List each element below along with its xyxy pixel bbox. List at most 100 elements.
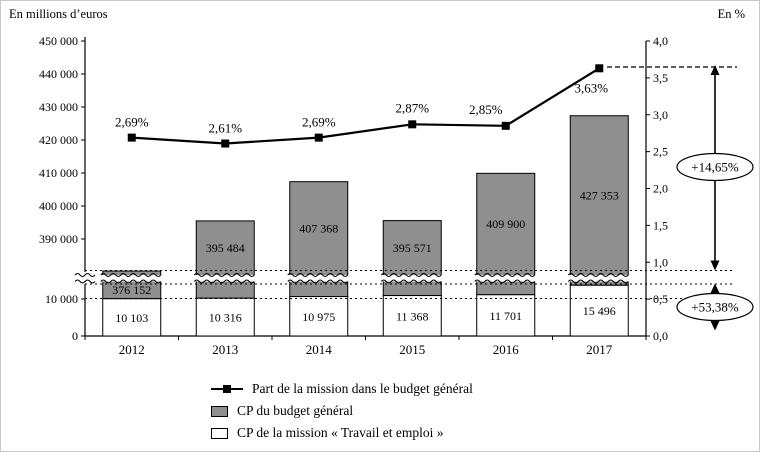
square-marker-icon [223,385,231,393]
white-swatch-icon [211,427,228,439]
line-marker [501,121,510,130]
bar-column: 376 152 10 103 [100,270,163,337]
svg-text:440 000: 440 000 [39,67,78,81]
svg-text:15 496: 15 496 [583,304,616,318]
svg-text:2,85%: 2,85% [469,102,503,117]
svg-text:10 103: 10 103 [115,311,148,325]
bar-column: 409 900 11 701 [474,172,537,337]
break-wave [193,279,255,284]
axes: 450 000 440 000 430 000 420 000 410 000 400 0… [39,34,668,357]
break-wave [567,279,629,284]
svg-text:3,63%: 3,63% [574,80,608,95]
svg-text:2013: 2013 [212,342,238,357]
svg-text:10 316: 10 316 [209,311,242,325]
axis-break-wave [74,279,96,284]
svg-text:2,0: 2,0 [653,182,668,196]
line-marker [595,64,604,73]
svg-text:0,5: 0,5 [653,292,668,306]
svg-text:2,69%: 2,69% [115,115,149,130]
svg-text:11 368: 11 368 [396,309,429,323]
axis-break-wave [74,273,96,277]
break-wave [567,273,629,277]
svg-text:0,0: 0,0 [653,329,668,343]
bar-column: 395 571 11 368 [380,220,444,337]
legend-item-line: Part de la mission dans le budget généra… [211,378,473,400]
axis-break-band [287,275,350,282]
reference-lines [85,270,735,299]
break-wave [474,273,536,277]
mission-growth-oval [676,292,754,322]
legend-label: Part de la mission dans le budget généra… [252,381,473,396]
break-wave [380,279,442,284]
legend-label: CP de la mission « Travail et emploi » [237,425,444,440]
svg-text:+14,65%: +14,65% [691,160,739,175]
break-wave [287,273,349,277]
svg-text:400 000: 400 000 [39,199,78,213]
break-wave [193,273,255,277]
bar-mission [569,284,629,337]
svg-text:395 484: 395 484 [206,241,245,255]
legend-item-mission: CP de la mission « Travail et emploi » [211,422,473,444]
svg-text:2012: 2012 [119,342,145,357]
svg-text:2015: 2015 [399,342,425,357]
axis-break-band [100,275,163,282]
line-marker [221,139,230,148]
right-axis-title: En % [717,7,745,21]
arrowhead-up-icon [710,283,720,293]
legend: Part de la mission dans le budget généra… [211,378,473,444]
svg-text:0: 0 [72,329,78,343]
legend-label: CP du budget général [237,403,354,418]
svg-text:376 152: 376 152 [112,283,151,297]
bar-mission [476,294,536,337]
svg-text:1,5: 1,5 [653,218,668,232]
bar-mission [102,298,162,337]
axis-break-band [194,275,257,282]
axis-break-band [568,275,631,282]
svg-text:2,87%: 2,87% [395,100,429,115]
break-wave [100,279,162,284]
svg-text:10 975: 10 975 [302,310,335,324]
line-marker-icon [211,385,243,393]
gray-swatch-icon [211,405,228,417]
svg-text:3,5: 3,5 [653,71,668,85]
break-wave [100,273,162,277]
svg-text:1,0: 1,0 [653,255,668,269]
svg-text:390 000: 390 000 [39,232,78,246]
bar-mission [382,295,442,337]
svg-text:430 000: 430 000 [39,100,78,114]
arrowhead-down-icon [710,260,720,271]
svg-text:10 000: 10 000 [45,292,78,306]
arrowhead-down-icon [710,321,720,331]
line-marker [127,133,136,142]
axis-break-band [474,275,537,282]
svg-text:450 000: 450 000 [39,34,78,48]
svg-text:420 000: 420 000 [39,133,78,147]
svg-text:2,61%: 2,61% [208,121,242,136]
svg-text:2014: 2014 [306,342,333,357]
axis-break-band [381,275,444,282]
svg-text:410 000: 410 000 [39,166,78,180]
bar-budget-general [569,115,629,286]
svg-text:2,69%: 2,69% [302,115,336,130]
svg-text:395 571: 395 571 [393,241,432,255]
svg-text:2016: 2016 [493,342,520,357]
line-series: 2,69% 2,61% 2,69% 2,87% 2,85% 3,63% [115,64,608,148]
left-axis-title: En millions d’euros [9,7,108,21]
break-wave [474,279,536,284]
svg-text:407 368: 407 368 [299,221,338,235]
bar-column: 427 353 15 496 [567,115,631,337]
svg-text:427 353: 427 353 [580,188,619,202]
share-line [131,67,600,145]
svg-text:2,5: 2,5 [653,145,668,159]
svg-text:11 701: 11 701 [489,309,522,323]
line-marker [314,133,323,142]
bars: 376 152 10 103 395 484 10 316 407 368 10 975 3… [74,115,631,337]
total-growth-oval [676,152,754,182]
break-wave [287,279,349,284]
svg-text:2017: 2017 [586,342,613,357]
bar-budget-general [382,220,442,297]
break-wave [380,273,442,277]
bar-column: 395 484 10 316 [193,220,257,337]
